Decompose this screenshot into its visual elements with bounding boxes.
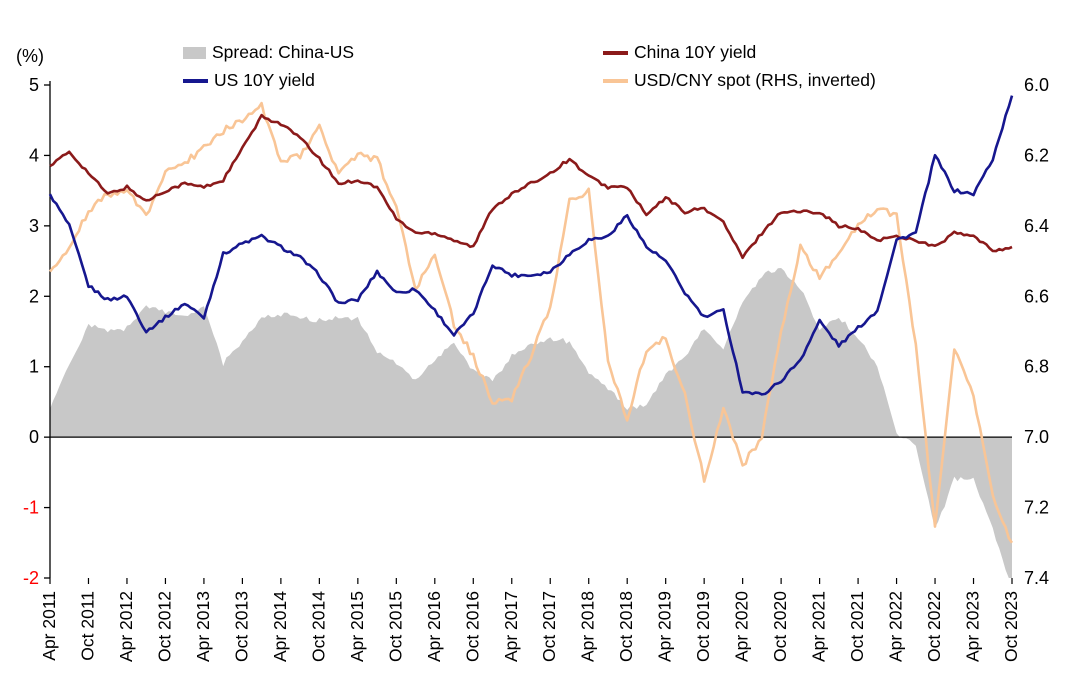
- svg-text:-1: -1: [23, 498, 39, 518]
- svg-text:Apr 2023: Apr 2023: [963, 591, 983, 662]
- svg-text:6.6: 6.6: [1024, 286, 1049, 306]
- legend-swatch-us-10y: [183, 78, 208, 83]
- left-axis-unit-label: (%): [16, 46, 44, 66]
- svg-text:Oct 2023: Oct 2023: [1001, 591, 1021, 662]
- svg-text:Apr 2014: Apr 2014: [270, 591, 290, 662]
- svg-text:2: 2: [29, 286, 39, 306]
- svg-text:6.8: 6.8: [1024, 357, 1049, 377]
- legend-swatch-spread: [183, 46, 206, 59]
- svg-text:Apr 2016: Apr 2016: [424, 591, 444, 662]
- svg-text:Apr 2012: Apr 2012: [116, 591, 136, 662]
- svg-text:6.0: 6.0: [1024, 75, 1049, 95]
- legend-label-usdcny: USD/CNY spot (RHS, inverted): [634, 70, 876, 90]
- svg-text:7.0: 7.0: [1024, 427, 1049, 447]
- legend-item-china-10y: China 10Y yield: [603, 40, 876, 65]
- svg-text:Apr 2017: Apr 2017: [501, 591, 521, 662]
- svg-text:Oct 2019: Oct 2019: [693, 591, 713, 662]
- legend-item-spread: Spread: China-US: [183, 40, 603, 65]
- legend-label-us-10y: US 10Y yield: [214, 70, 315, 90]
- svg-text:6.4: 6.4: [1024, 216, 1049, 236]
- svg-text:4: 4: [29, 145, 39, 165]
- legend-swatch-usdcny: [603, 78, 628, 83]
- legend-item-usdcny: USD/CNY spot (RHS, inverted): [603, 68, 876, 93]
- legend-swatch-china-10y: [603, 50, 628, 55]
- svg-text:Oct 2017: Oct 2017: [539, 591, 559, 662]
- svg-text:Apr 2021: Apr 2021: [809, 591, 829, 662]
- svg-text:Oct 2014: Oct 2014: [308, 591, 328, 662]
- svg-text:Oct 2016: Oct 2016: [462, 591, 482, 662]
- svg-text:Oct 2021: Oct 2021: [847, 591, 867, 662]
- svg-text:Oct 2013: Oct 2013: [231, 591, 251, 662]
- svg-text:Oct 2012: Oct 2012: [154, 591, 174, 662]
- svg-text:0: 0: [29, 427, 39, 447]
- svg-text:7.4: 7.4: [1024, 568, 1049, 588]
- svg-text:Oct 2018: Oct 2018: [616, 591, 636, 662]
- svg-text:Oct 2015: Oct 2015: [385, 591, 405, 662]
- svg-text:Apr 2013: Apr 2013: [193, 591, 213, 662]
- legend-label-china-10y: China 10Y yield: [634, 42, 757, 62]
- svg-text:Oct 2022: Oct 2022: [924, 591, 944, 662]
- svg-text:1: 1: [29, 357, 39, 377]
- svg-text:Apr 2011: Apr 2011: [39, 591, 59, 661]
- svg-text:5: 5: [29, 75, 39, 95]
- svg-text:Apr 2019: Apr 2019: [655, 591, 675, 662]
- svg-text:Oct 2020: Oct 2020: [770, 591, 790, 662]
- svg-text:Apr 2022: Apr 2022: [886, 591, 906, 662]
- svg-text:7.2: 7.2: [1024, 498, 1049, 518]
- svg-text:Apr 2015: Apr 2015: [347, 591, 367, 662]
- svg-text:-2: -2: [23, 568, 39, 588]
- legend-item-us-10y: US 10Y yield: [183, 68, 603, 93]
- svg-text:Apr 2018: Apr 2018: [578, 591, 598, 662]
- svg-text:3: 3: [29, 216, 39, 236]
- legend-label-spread: Spread: China-US: [212, 42, 355, 62]
- svg-text:Apr 2020: Apr 2020: [732, 591, 752, 662]
- chart-legend: Spread: China-US China 10Y yield US 10Y …: [183, 40, 876, 93]
- svg-text:6.2: 6.2: [1024, 145, 1049, 165]
- svg-text:Oct 2011: Oct 2011: [77, 591, 97, 661]
